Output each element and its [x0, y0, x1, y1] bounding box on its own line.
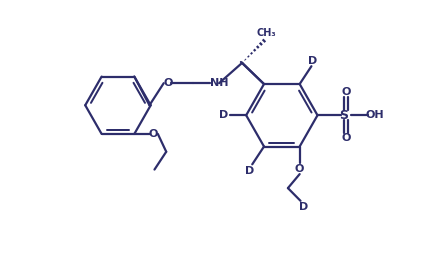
Text: D: D [219, 110, 228, 120]
Text: O: O [149, 129, 158, 139]
Text: D: D [299, 202, 309, 212]
Text: NH: NH [210, 78, 228, 88]
Text: CH₃: CH₃ [256, 28, 276, 38]
Text: O: O [295, 164, 304, 174]
Text: S: S [339, 109, 349, 122]
Text: D: D [245, 166, 254, 176]
Text: O: O [341, 133, 351, 143]
Text: D: D [309, 56, 318, 66]
Text: OH: OH [366, 110, 384, 120]
Text: O: O [341, 87, 351, 97]
Text: O: O [163, 78, 173, 88]
